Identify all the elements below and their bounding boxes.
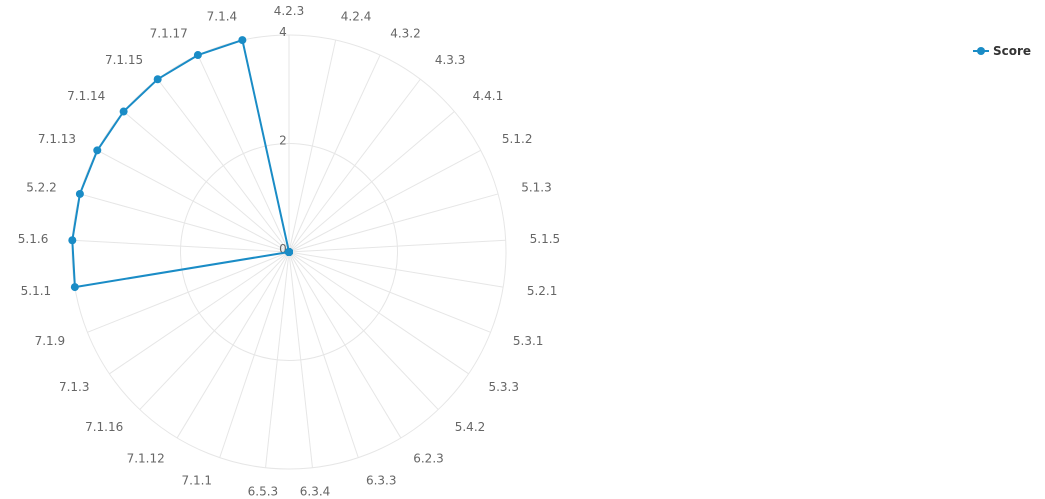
radial-tick-label: 4 — [279, 25, 287, 39]
axis-spoke — [97, 149, 290, 253]
data-point[interactable] — [193, 51, 202, 60]
series-score[interactable] — [68, 36, 293, 292]
axis-spoke — [157, 78, 290, 253]
category-label: 4.3.3 — [435, 53, 466, 67]
category-label: 4.4.1 — [473, 89, 504, 103]
axis-spoke — [109, 251, 290, 375]
axis-spoke — [72, 239, 290, 253]
axis-spoke — [176, 251, 290, 439]
category-label: 7.1.14 — [67, 89, 105, 103]
axis-spoke — [288, 239, 506, 253]
axis-spoke — [288, 251, 469, 375]
category-label: 6.3.4 — [300, 485, 331, 499]
category-label: 5.3.3 — [488, 380, 519, 394]
axis-spoke — [219, 251, 290, 458]
category-label: 7.1.1 — [182, 473, 213, 487]
category-label: 5.1.3 — [521, 181, 552, 195]
axis-spoke — [288, 251, 359, 458]
category-label: 4.3.2 — [390, 26, 421, 40]
category-label: 7.1.4 — [207, 10, 238, 24]
legend-label: Score — [993, 44, 1032, 58]
data-point[interactable] — [119, 107, 128, 116]
radial-tick-labels: 0 2 4 — [279, 25, 287, 256]
legend-item-score[interactable]: Score — [973, 44, 1031, 58]
category-label: 7.1.16 — [85, 420, 123, 434]
category-label: 6.2.3 — [413, 452, 444, 466]
category-label: 7.1.9 — [35, 334, 66, 348]
data-point[interactable] — [238, 36, 247, 45]
category-label: 4.2.4 — [341, 10, 372, 24]
category-label: 7.1.17 — [150, 26, 188, 40]
category-label: 5.4.2 — [455, 420, 486, 434]
data-point[interactable] — [68, 236, 77, 245]
axis-spoke — [87, 251, 290, 333]
category-label: 6.5.3 — [248, 485, 279, 499]
axis-spoke — [288, 78, 421, 253]
axis-spoke — [288, 39, 337, 253]
category-label: 5.1.5 — [530, 232, 561, 246]
data-point[interactable] — [70, 283, 79, 292]
category-label: 5.1.1 — [21, 284, 52, 298]
axis-spoke — [288, 111, 455, 253]
series-line — [71, 39, 290, 289]
axis-spoke — [123, 111, 290, 253]
category-label: 5.2.2 — [26, 181, 57, 195]
legend-marker-icon — [973, 47, 989, 55]
data-point[interactable] — [285, 248, 293, 256]
category-labels: 4.2.3 4.2.4 4.3.2 4.3.3 4.4.1 5.1.2 5.1.3 5.1.5… — [18, 4, 560, 499]
category-label: 5.3.1 — [513, 334, 544, 348]
data-point[interactable] — [75, 189, 84, 198]
axis-spoke — [139, 251, 290, 410]
category-label: 5.1.2 — [502, 132, 533, 146]
axis-spoke — [288, 251, 491, 333]
axis-spoke — [288, 149, 481, 253]
axis-spoke — [79, 193, 290, 253]
radial-tick-label: 2 — [279, 134, 287, 148]
category-label: 5.1.6 — [18, 232, 49, 246]
axis-spoke — [288, 251, 402, 439]
data-point[interactable] — [93, 146, 102, 155]
axis-spoke — [288, 54, 381, 253]
axis-spoke — [288, 251, 313, 468]
category-label: 4.2.3 — [274, 4, 305, 18]
axis-spoke — [197, 54, 290, 253]
category-label: 5.2.1 — [527, 284, 558, 298]
axis-spoke — [288, 251, 504, 288]
category-label: 6.3.3 — [366, 473, 397, 487]
category-label: 7.1.15 — [105, 53, 143, 67]
category-label: 7.1.13 — [38, 132, 76, 146]
category-label: 7.1.12 — [127, 452, 165, 466]
axis-spoke — [288, 251, 439, 410]
data-point[interactable] — [153, 75, 162, 84]
category-label: 7.1.3 — [59, 380, 90, 394]
axis-spoke — [288, 193, 499, 253]
radial-tick-label: 0 — [279, 242, 287, 256]
axis-spoke — [265, 251, 290, 468]
